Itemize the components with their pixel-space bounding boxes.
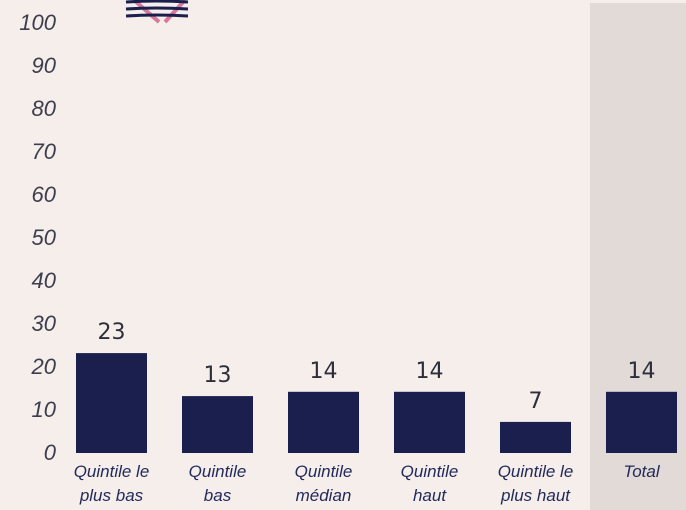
y-tick-label: 30 [32,311,57,336]
bars [76,353,677,453]
x-category-label: Quintile le [74,462,150,481]
x-category-label: Quintile [189,462,247,481]
x-category-label: médian [296,486,352,505]
data-label: 14 [416,359,444,384]
x-category-label: Quintile le [498,462,574,481]
y-tick-label: 50 [32,225,57,250]
y-tick-label: 90 [32,53,57,78]
striped-flag-logo-icon [125,0,189,24]
y-tick-label: 80 [32,96,57,121]
x-category-label: Quintile [401,462,459,481]
bar [76,353,147,453]
y-tick-label: 60 [32,182,57,207]
data-labels: 23 13 14 14 7 14 [98,320,656,414]
x-category-label: plus bas [79,486,144,505]
y-tick-label: 40 [32,268,57,293]
y-axis: 0 10 20 30 40 50 60 70 80 90 100 [19,10,56,465]
data-label: 7 [529,389,543,414]
bar [288,391,359,453]
y-tick-label: 0 [44,440,57,465]
bar [182,396,253,453]
y-tick-label: 20 [31,354,57,379]
bar [500,421,571,453]
y-tick-label: 10 [32,397,57,422]
data-label: 14 [310,359,338,384]
data-label: 14 [628,359,656,384]
data-label: 13 [204,363,232,388]
x-category-label: plus haut [500,486,571,505]
x-category-label: haut [413,486,447,505]
x-category-label: bas [204,486,232,505]
bar [394,391,465,453]
x-category-label: Quintile [295,462,353,481]
y-tick-label: 70 [32,139,57,164]
bar [606,391,677,453]
x-category-label: Total [623,462,660,481]
data-label: 23 [98,320,126,345]
y-tick-label: 100 [19,10,56,35]
x-axis: Quintile le plus bas Quintile bas Quintile mé… [74,462,661,505]
